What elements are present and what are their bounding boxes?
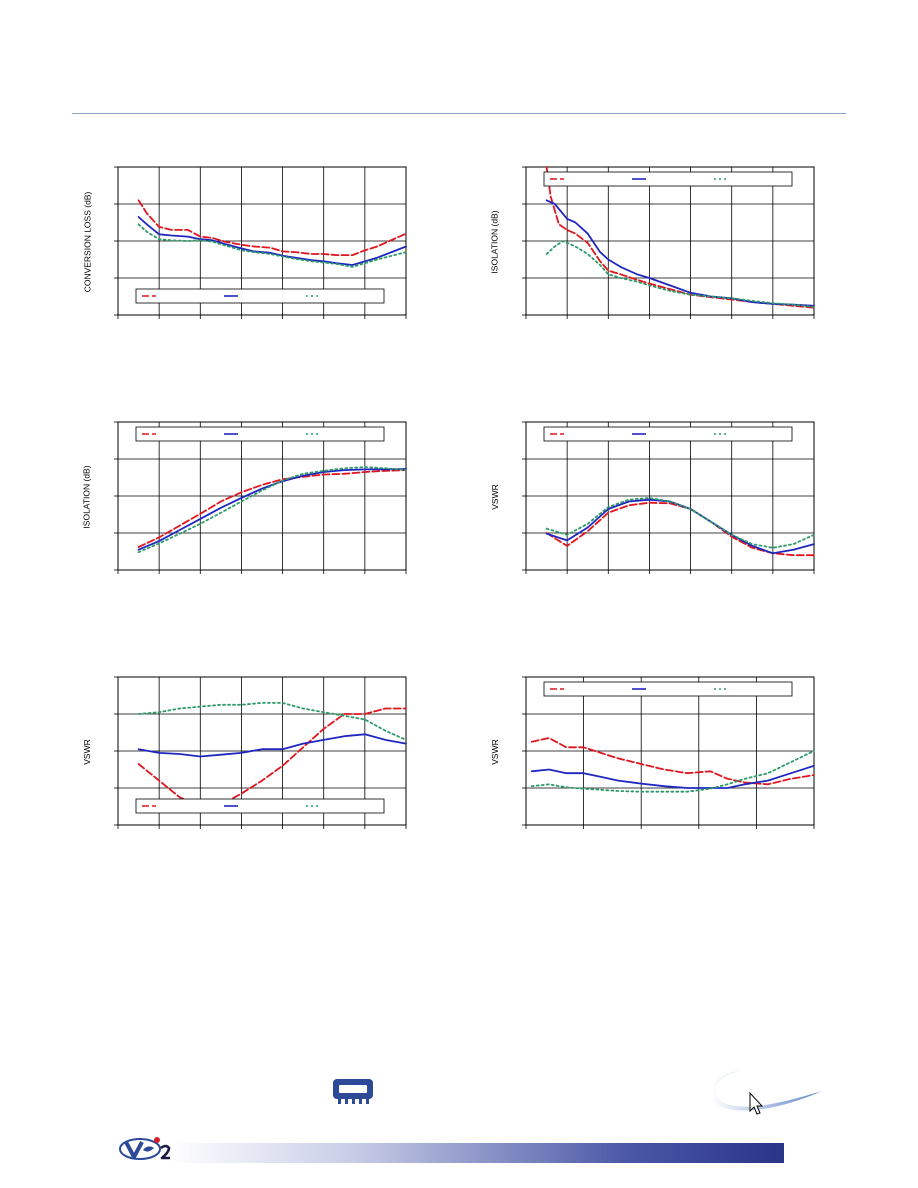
chart-vswr-mid: VSWR [478,410,823,585]
chart-plot [522,166,815,319]
chart-isolation-top: ISOLATION (dB) [478,155,823,330]
chart-plot [114,676,407,829]
footer-gradient-bar [168,1143,784,1163]
series-line-blue-solid [545,498,815,555]
header-rule [72,113,846,114]
plot-frame [525,166,815,316]
plot-frame [117,421,407,571]
series-line-red-dashed [137,469,407,549]
series-line-green-dotted [545,497,815,549]
legend-box [135,426,385,442]
series-line-green-dotted [137,223,407,268]
legend [135,426,385,442]
company-logo [119,1137,171,1160]
legend-box [135,288,385,304]
chart-conversion-loss: CONVERSION LOSS (dB) [70,155,415,330]
chart-plot [114,421,407,574]
series-line-green-dotted [137,702,407,741]
legend [543,681,793,697]
legend-box [135,798,385,814]
series-line-green-dotted [530,750,815,793]
series-line-green-dotted [545,240,815,308]
series-line-red-dashed [545,166,815,309]
legend [135,288,385,304]
series-line-red-dashed [530,737,815,786]
legend [543,171,793,187]
legend-box [543,171,793,187]
chart-vswr-bottom-right: VSWR [478,665,823,840]
series-line-blue-solid [137,468,407,551]
series-line-blue-solid [545,199,815,307]
chart-plot [522,676,815,829]
swoosh-cursor-logo [711,1071,822,1115]
chart-plot [522,421,815,574]
legend [135,798,385,814]
chart-vswr-bottom-left: VSWR [70,665,415,840]
plot-frame [117,676,407,826]
plot-frame [117,166,407,316]
legend-box [543,426,793,442]
series-line-blue-solid [137,216,407,266]
chart-plot [114,166,407,319]
series-line-blue-solid [530,764,815,789]
legend [543,426,793,442]
series-line-red-dashed [137,199,407,256]
series-line-green-dotted [137,466,407,554]
series-line-red-dashed [137,707,407,808]
legend-box [543,681,793,697]
chart-isolation-mid: ISOLATION (dB) [70,410,415,585]
chip-icon [333,1079,373,1104]
plot-frame [525,421,815,571]
series-line-blue-solid [137,733,407,758]
